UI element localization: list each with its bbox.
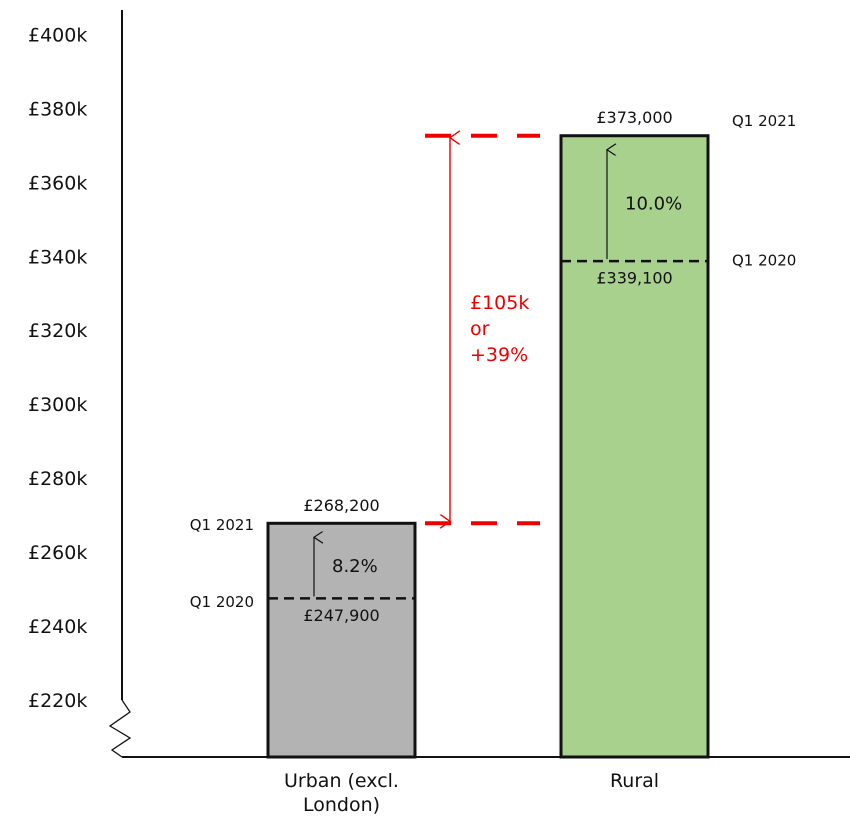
value-label: £268,200: [303, 496, 379, 515]
y-tick-label: £380k: [28, 98, 87, 120]
y-tick-label: £360k: [28, 172, 87, 194]
y-tick-label: £400k: [28, 24, 87, 46]
y-tick-label: £320k: [28, 320, 87, 342]
y-tick-label: £340k: [28, 246, 87, 268]
value-label: £339,100: [596, 269, 672, 288]
series-label: Q1 2020: [190, 593, 254, 611]
series-label: Q1 2020: [732, 252, 796, 270]
series-label: Q1 2021: [732, 112, 796, 130]
y-tick-label: £260k: [28, 542, 87, 564]
y-tick-label: £220k: [28, 690, 87, 712]
change-label: 10.0%: [625, 193, 682, 214]
series-label: Q1 2021: [190, 516, 254, 534]
x-tick-label: Rural: [609, 770, 660, 792]
x-tick-label: Urban (excl. London): [284, 770, 399, 816]
y-tick-label: £240k: [28, 616, 87, 638]
difference-label: +39%: [470, 344, 528, 366]
axis-break: [108, 699, 132, 758]
y-tick-label: £280k: [28, 468, 87, 490]
bar: [559, 134, 710, 759]
value-label: £373,000: [596, 108, 672, 127]
difference-label: or: [470, 318, 490, 340]
value-label: £247,900: [303, 606, 379, 625]
change-label: 8.2%: [332, 556, 378, 577]
difference-label: £105k: [470, 292, 529, 314]
bar: [266, 521, 417, 759]
y-tick-label: £300k: [28, 394, 87, 416]
